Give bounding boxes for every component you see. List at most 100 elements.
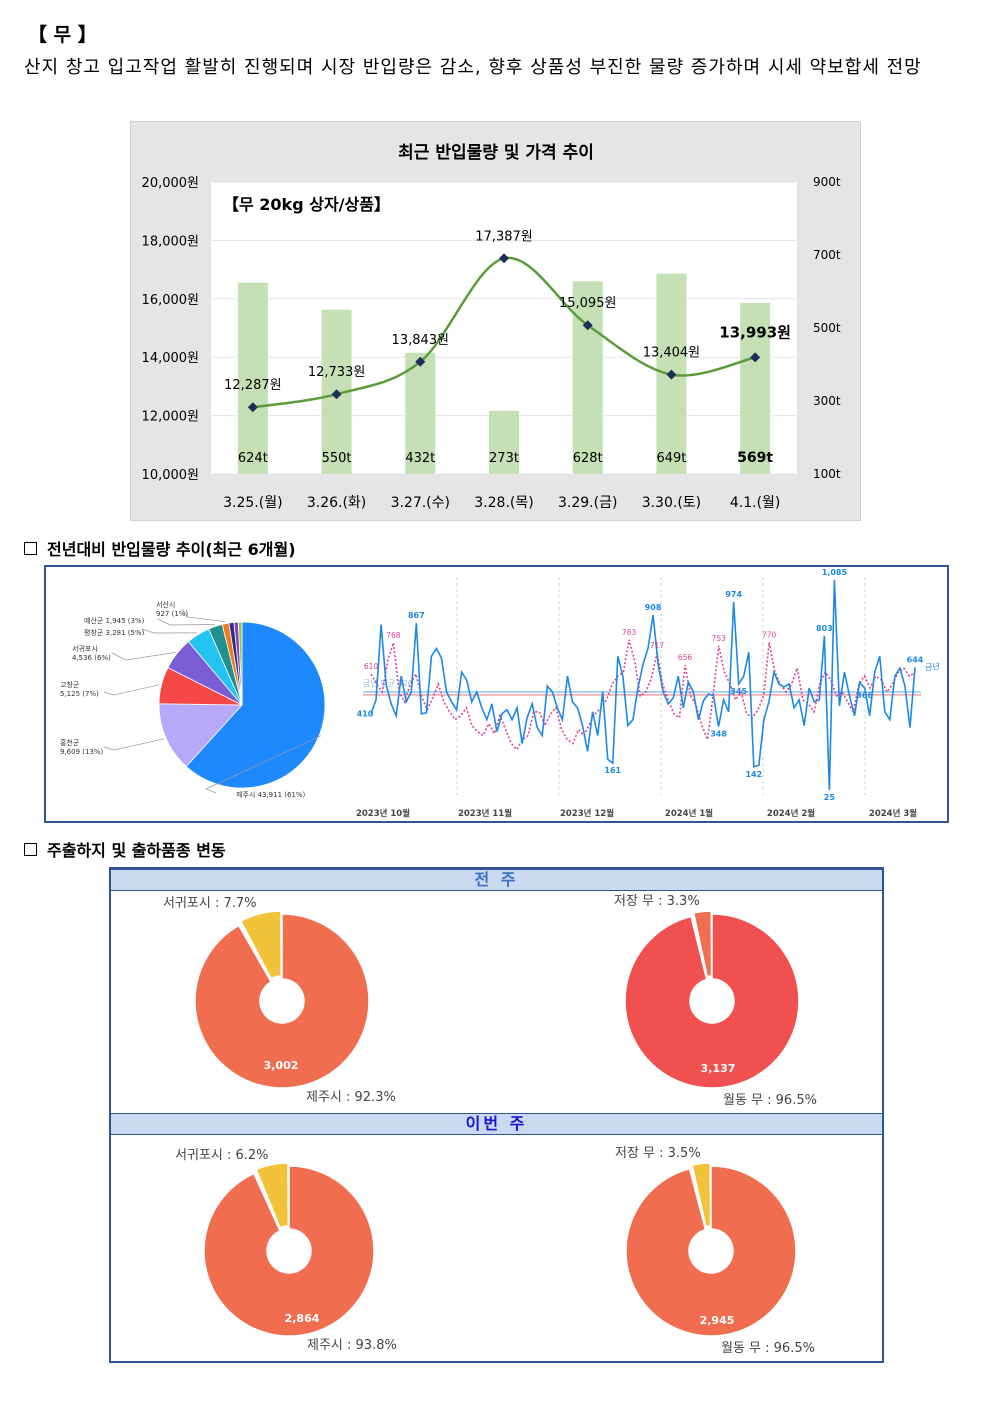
pie-leader-line — [141, 628, 198, 634]
pie-slice-label: 서귀포시 4,536 (6%) — [72, 644, 111, 662]
last-year-value-label: 783 — [622, 628, 637, 637]
checkbox-square-icon — [24, 843, 37, 856]
this-year-value-label: 366 — [856, 691, 873, 700]
price-marker — [247, 402, 258, 413]
last-year-line — [370, 639, 916, 751]
donut-slice-major — [194, 913, 370, 1089]
price-volume-chart: 최근 반입물량 및 가격 추이 【무 20kg 상자/상품】 20,000원 18,0… — [130, 121, 861, 521]
donut-center-value: 2,864 — [285, 1312, 320, 1325]
pie-slice-label-line: 927 (1%) — [156, 610, 188, 618]
donut-slice-minor — [691, 1162, 712, 1228]
volume-bar — [489, 410, 519, 474]
volume-bar-label: 273t — [489, 451, 519, 466]
price-marker — [582, 320, 593, 331]
pie-slice-label-line: 평창군 3,281 (5%) — [84, 628, 145, 637]
y-right-tick-label: 300t — [813, 394, 841, 408]
y-left-tick-label: 12,000원 — [142, 410, 199, 425]
donut-slice-major — [625, 1165, 797, 1337]
pie-leader-line — [157, 618, 215, 626]
pie-leader-line — [181, 608, 226, 623]
last-year-value-label: 768 — [386, 631, 401, 640]
pie-slice-label-line: 홍천군 — [60, 738, 80, 747]
pie-leader-line — [103, 738, 165, 751]
pie-leader-line — [111, 652, 176, 661]
pie-slice-label: 예산군 1,945 (3%) — [84, 616, 145, 625]
donut-minor-label: 서귀포시 : 6.2% — [175, 1148, 269, 1163]
price-marker — [666, 369, 677, 380]
donut-slice-major — [624, 913, 800, 1089]
pie-slice-label: 평창군 3,281 (5%) — [84, 628, 145, 637]
y-right-tick-label: 100t — [813, 467, 841, 481]
y-left-tick-label: 18,000원 — [142, 234, 199, 249]
this-year-value-label: 410 — [357, 710, 374, 719]
y-left-tick-label: 10,000원 — [142, 468, 199, 483]
x-tick-label: 3.29.(금) — [558, 495, 617, 511]
this-year-value-label: 867 — [408, 611, 425, 620]
y-right-tick-label: 500t — [813, 321, 841, 335]
x-tick-label: 2024년 3월 — [869, 808, 917, 819]
donut-center-value: 3,002 — [264, 1059, 299, 1072]
donut-center-value: 2,945 — [700, 1314, 735, 1327]
price-marker — [750, 352, 761, 363]
price-marker — [331, 389, 342, 400]
donut-minor-label: 저장 무 : 3.3% — [614, 894, 700, 909]
donut-center-value: 3,137 — [701, 1062, 736, 1075]
price-label: 17,387원 — [475, 229, 532, 244]
chart-title: 최근 반입물량 및 가격 추이 — [398, 143, 594, 163]
this-year-value-label: 803 — [816, 624, 833, 633]
pie-slice-label-line: 서산시 — [156, 600, 175, 609]
volume-bar-label: 628t — [573, 451, 603, 466]
volume-bar-label: 550t — [322, 451, 352, 466]
pie-slice — [237, 621, 243, 706]
volume-bar — [405, 352, 436, 474]
y-left-tick-label: 16,000원 — [142, 293, 199, 308]
pie-leader-line — [103, 684, 160, 696]
pie-slice-label-line: 9,609 (13%) — [60, 748, 104, 756]
pie-slice-label: 제주시 43,911 (61%) — [236, 791, 306, 799]
this-year-value-label: 142 — [745, 770, 762, 779]
last-year-value-label: 656 — [678, 653, 693, 662]
pie-slice-label: 서산시 927 (1%) — [156, 600, 188, 618]
pie-slice-label-line: 5,125 (7%) — [60, 690, 99, 698]
x-tick-label: 3.30.(토) — [642, 495, 701, 511]
donut-slice-minor — [692, 910, 713, 978]
price-volume-svg: 최근 반입물량 및 가격 추이 【무 20kg 상자/상품】 20,000원 18,0… — [142, 143, 841, 511]
x-tick-label: 3.25.(월) — [223, 495, 282, 511]
y-left-tick-label: 20,000원 — [142, 176, 199, 191]
pie-slice-label-line: 4,536 (6%) — [72, 654, 111, 662]
x-tick-label: 3.28.(목) — [474, 495, 533, 511]
donut-major-label: 월동 무 : 96.5% — [721, 1341, 815, 1356]
donut-slice-minor — [255, 1162, 290, 1229]
section-volume-trend: 전년대비 반입물량 추이(최근 6개월) — [24, 536, 296, 560]
pie-slice — [158, 703, 243, 768]
x-tick-label: 3.26.(화) — [307, 495, 366, 511]
x-tick-label: 2023년 10월 — [356, 808, 410, 819]
pie-slice-label: 고창군 5,125 (7%) — [60, 681, 99, 698]
price-marker — [499, 253, 509, 264]
last-year-value-label: 770 — [762, 630, 777, 639]
this-year-value-label: 908 — [645, 603, 662, 612]
volume-bar-label: 432t — [405, 451, 435, 466]
pie-slice-label-line: 예산군 1,945 (3%) — [84, 616, 145, 625]
this-year-value-label: 348 — [710, 730, 727, 739]
last-year-value-label: 753 — [712, 634, 727, 643]
this-year-value-label: 974 — [725, 590, 742, 599]
pie-slice-label-line: 서귀포시 — [72, 644, 98, 653]
section-volume-trend-title: 전년대비 반입물량 추이(최근 6개월) — [47, 540, 296, 559]
volume-bar — [572, 281, 603, 474]
x-tick-label: 2024년 1월 — [665, 808, 713, 819]
market-summary: 산지 창고 입고작업 활발히 진행되며 시장 반입량은 감소, 향후 상품성 부… — [24, 57, 922, 78]
section-origin-variety-title: 주출하지 및 출하품종 변동 — [47, 841, 226, 860]
volume-bar-label: 569t — [737, 450, 773, 466]
price-marker — [415, 356, 426, 367]
donut-slice-major — [203, 1165, 375, 1337]
band-this-week: 이번 주 — [111, 1113, 882, 1135]
origin-variety-svg: 3,002 서귀포시 : 7.7% 제주시 : 92.3% 3,137 저장 무 : 3… — [163, 894, 817, 1356]
origin-variety-panel: 전 주 이번 주 3,002 서귀포시 : 7.7% 제주시 : 92.3% 3,13… — [109, 867, 884, 1363]
donut-major-label: 제주시 : 92.3% — [306, 1090, 396, 1105]
price-label: 13,404원 — [643, 346, 700, 361]
x-tick-label: 3.27.(수) — [391, 495, 450, 511]
price-label: 13,993원 — [719, 323, 791, 341]
chart-subtitle: 【무 20kg 상자/상품】 — [223, 195, 390, 214]
pie-leader-line — [205, 735, 322, 794]
